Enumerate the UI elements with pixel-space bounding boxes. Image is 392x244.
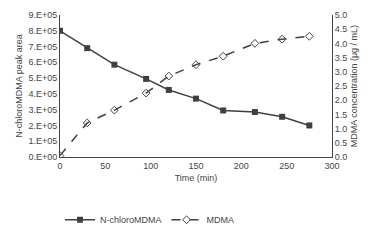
svg-text:MDMA concentration (μg / mL): MDMA concentration (μg / mL)	[349, 25, 359, 147]
svg-text:7.E+05: 7.E+05	[28, 42, 57, 52]
svg-text:Time (min): Time (min)	[175, 173, 218, 183]
svg-text:0: 0	[57, 161, 62, 171]
svg-text:5.0: 5.0	[335, 10, 348, 20]
svg-text:4.0: 4.0	[335, 39, 348, 49]
svg-text:MDMA: MDMA	[207, 215, 235, 225]
svg-text:0.E+00: 0.E+00	[28, 152, 57, 162]
svg-text:N-chloroMDMA: N-chloroMDMA	[100, 215, 162, 225]
svg-text:3.5: 3.5	[335, 53, 348, 63]
svg-text:3.E+05: 3.E+05	[28, 105, 57, 115]
svg-text:4.E+05: 4.E+05	[28, 89, 57, 99]
svg-text:0.5: 0.5	[335, 138, 348, 148]
svg-text:150: 150	[188, 161, 203, 171]
svg-text:4.5: 4.5	[335, 24, 348, 34]
svg-text:3.0: 3.0	[335, 67, 348, 77]
svg-text:250: 250	[279, 161, 294, 171]
svg-text:2.5: 2.5	[335, 81, 348, 91]
svg-text:5.E+05: 5.E+05	[28, 73, 57, 83]
svg-text:100: 100	[143, 161, 158, 171]
svg-text:8.E+05: 8.E+05	[28, 26, 57, 36]
svg-text:1.0: 1.0	[335, 124, 348, 134]
svg-text:200: 200	[234, 161, 249, 171]
svg-text:6.E+05: 6.E+05	[28, 57, 57, 67]
svg-text:0.0: 0.0	[335, 152, 348, 162]
svg-text:9.E+05: 9.E+05	[28, 10, 57, 20]
svg-text:50: 50	[100, 161, 110, 171]
svg-text:1.E+05: 1.E+05	[28, 136, 57, 146]
svg-text:2.E+05: 2.E+05	[28, 121, 57, 131]
svg-text:1.5: 1.5	[335, 110, 348, 120]
svg-text:300: 300	[324, 161, 339, 171]
svg-text:2.0: 2.0	[335, 95, 348, 105]
svg-text:N-chloroMDMA peak area: N-chloroMDMA peak area	[14, 34, 24, 138]
